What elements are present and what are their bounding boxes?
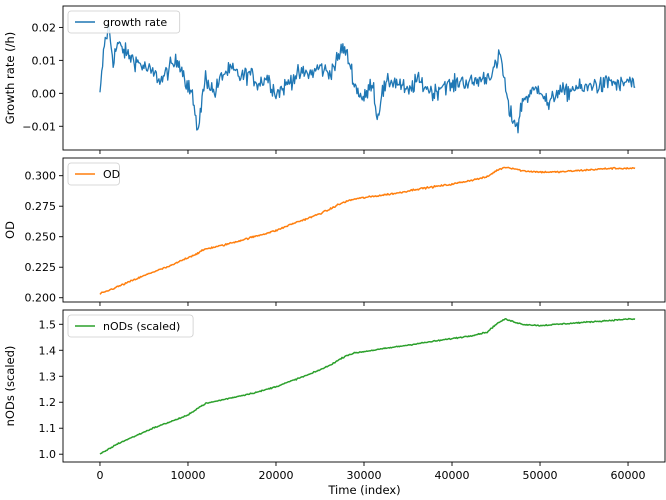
y-tick-label: 0.200: [25, 292, 57, 305]
legend: nODs (scaled): [67, 314, 194, 338]
y-tick-label: 1.2: [39, 396, 57, 409]
legend-label: OD: [103, 168, 120, 181]
y-tick-label: −0.01: [22, 120, 56, 133]
x-tick-label: 40000: [435, 469, 470, 482]
y-tick-label: 0.00: [32, 87, 57, 100]
y-tick-label: 0.250: [25, 231, 57, 244]
y-tick-label: 1.3: [39, 370, 57, 383]
legend-label: growth rate: [103, 16, 167, 29]
series-line-2-0: [99, 166, 636, 295]
y-tick-label: 0.01: [32, 54, 57, 67]
y-tick-label: 1.1: [39, 422, 57, 435]
x-tick-label: 10000: [170, 469, 205, 482]
y-axis-label: Growth rate (/h): [3, 32, 17, 124]
legend-box: [67, 10, 181, 34]
y-tick-label: 1.0: [39, 448, 57, 461]
legend-box: [67, 314, 194, 338]
series-line-3-0: [99, 317, 636, 455]
y-tick-label: 0.275: [25, 200, 57, 213]
y-tick-label: 0.02: [32, 21, 57, 34]
legend-label: nODs (scaled): [103, 320, 180, 333]
legend: OD: [67, 162, 120, 186]
x-tick-label: 60000: [611, 469, 646, 482]
y-tick-label: 0.225: [25, 261, 57, 274]
axes-frame-2: [62, 157, 666, 303]
y-axis-label: OD: [3, 221, 17, 239]
x-tick-label: 20000: [258, 469, 293, 482]
y-tick-label: 1.4: [39, 344, 57, 357]
series-line-1-0: [99, 23, 636, 134]
y-tick-label: 1.5: [39, 318, 57, 331]
x-axis-label: Time (index): [327, 483, 400, 497]
subplot-2: 0.200 0.225 0.250 0.275 0.300 OD OD: [3, 157, 666, 306]
x-tick-label: 30000: [347, 469, 382, 482]
legend: growth rate: [67, 10, 181, 34]
subplot-3: 0 10000 20000 30000 40000 50000 60000 1.0 1.1 1.2…: [3, 309, 666, 497]
x-tick-label: 0: [96, 469, 103, 482]
x-tick-label: 50000: [523, 469, 558, 482]
y-tick-label: 0.300: [25, 170, 57, 183]
y-axis-label: nODs (scaled): [3, 346, 17, 427]
subplot-1: −0.01 0.00 0.01 0.02 Growth rate (/h) growth …: [3, 5, 666, 154]
